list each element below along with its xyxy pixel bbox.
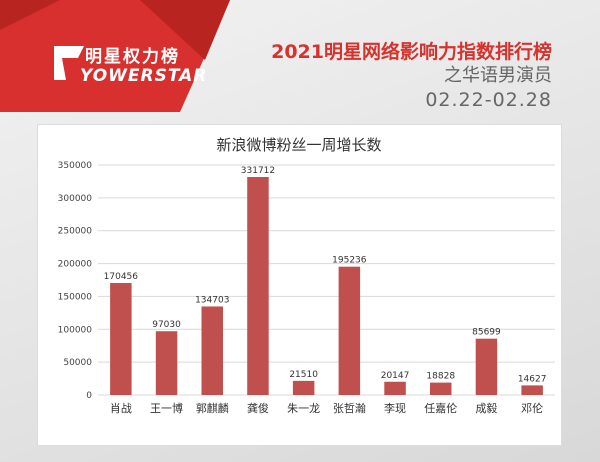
chart-title: 新浪微博粉丝一周增长数 [216, 136, 381, 154]
x-tick-label: 郭麒麟 [196, 401, 229, 415]
bar [521, 385, 543, 395]
x-tick-label: 任嘉伦 [424, 401, 457, 415]
data-label: 331712 [241, 166, 275, 176]
brand-banner [0, 0, 230, 112]
chart-card: 新浪微博粉丝一周增长数 0 50000 100000 150000 200000 2500… [37, 124, 562, 446]
brand-logo-text: 明星权力榜 [85, 47, 180, 67]
data-label: 170456 [104, 272, 139, 282]
bar-chart: 新浪微博粉丝一周增长数 0 50000 100000 150000 200000 2500… [58, 136, 555, 415]
y-tick-label: 200000 [58, 260, 93, 270]
bar [247, 177, 269, 395]
data-label: 195236 [332, 256, 367, 266]
x-tick-label: 朱一龙 [287, 402, 320, 415]
x-tick-label: 李现 [384, 401, 406, 415]
x-tick-label: 成毅 [475, 401, 497, 415]
x-tick-label: 王一博 [150, 402, 183, 415]
brand-logo-subtext: YOWERSTAR [80, 66, 208, 86]
bar [430, 382, 452, 395]
x-tick-label: 邓伦 [521, 401, 543, 415]
date-range: 02.22-02.28 [425, 89, 552, 111]
data-label: 97030 [152, 320, 181, 330]
bar [384, 381, 406, 395]
page-subtitle: 之华语男演员 [444, 65, 552, 86]
y-tick-label: 150000 [58, 292, 93, 302]
brand-logo-icon [54, 46, 84, 80]
bar [292, 380, 315, 395]
bar [338, 266, 361, 395]
y-tick-label: 100000 [58, 325, 93, 335]
data-label: 21510 [289, 370, 318, 380]
data-label: 18828 [426, 372, 455, 382]
y-tick-label: 250000 [58, 227, 93, 237]
data-label: 14627 [518, 374, 547, 384]
y-tick-label: 350000 [58, 161, 93, 171]
y-tick-label: 0 [86, 391, 92, 401]
y-tick-label: 50000 [63, 358, 92, 368]
bar [110, 282, 132, 395]
data-label: 134703 [195, 295, 229, 305]
y-tick-label: 300000 [58, 194, 93, 204]
data-label: 20147 [381, 371, 410, 381]
bar [475, 338, 498, 395]
x-tick-label: 张哲瀚 [333, 401, 366, 415]
x-tick-label: 龚俊 [247, 401, 269, 415]
page-title: 2021明星网络影响力指数排行榜 [271, 41, 552, 63]
header: 2021明星网络影响力指数排行榜 之华语男演员 02.22-02.28 [271, 40, 552, 112]
x-tick-label: 肖战 [110, 401, 132, 415]
bar [201, 306, 223, 395]
bar [155, 331, 178, 395]
data-label: 85699 [472, 328, 501, 338]
